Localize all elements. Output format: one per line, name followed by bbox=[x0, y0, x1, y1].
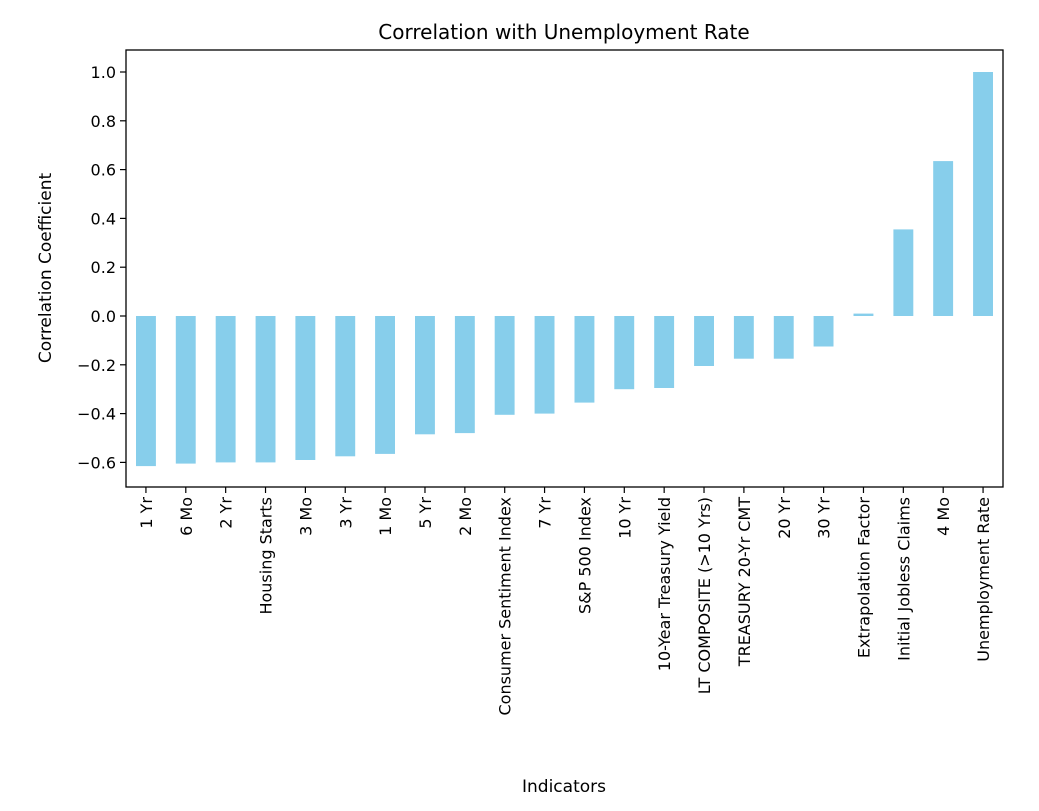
x-tick-label: 6 Mo bbox=[177, 497, 196, 536]
bar bbox=[375, 316, 395, 454]
x-tick-label: LT COMPOSITE (>10 Yrs) bbox=[695, 497, 714, 694]
y-tick-label: 0.4 bbox=[91, 209, 116, 228]
y-tick-label: 1.0 bbox=[91, 63, 116, 82]
chart-title: Correlation with Unemployment Rate bbox=[378, 20, 749, 44]
bar bbox=[295, 316, 316, 460]
bar bbox=[813, 316, 834, 347]
x-tick-label: 3 Mo bbox=[296, 497, 315, 536]
x-tick-label: Extrapolation Factor bbox=[855, 497, 874, 659]
x-tick-label: 4 Mo bbox=[934, 497, 953, 536]
bar bbox=[933, 161, 954, 316]
bar bbox=[853, 313, 874, 316]
bar bbox=[335, 316, 356, 457]
y-tick-label: −0.6 bbox=[77, 453, 116, 472]
bar bbox=[415, 316, 435, 435]
x-tick-label: 10 Yr bbox=[615, 497, 634, 539]
x-tick-label: 7 Yr bbox=[536, 497, 555, 529]
x-tick-label: 30 Yr bbox=[815, 497, 834, 539]
y-tick-label: 0.2 bbox=[91, 258, 116, 277]
y-tick-label: −0.2 bbox=[77, 356, 116, 375]
x-tick-label: 10-Year Treasury Yield bbox=[655, 497, 674, 671]
y-axis-ticks: 1.0 0.8 0.6 0.4 0.2 0.0 −0.2 −0.4 −0.6 bbox=[77, 63, 126, 472]
x-axis-ticks: 1 Yr 6 Mo 2 Yr Housing Starts 3 Mo 3 Yr 1 Mo 5 … bbox=[137, 487, 993, 716]
x-tick-label: 20 Yr bbox=[775, 497, 794, 539]
y-tick-label: −0.4 bbox=[77, 405, 116, 424]
bar bbox=[534, 316, 555, 414]
bar bbox=[973, 72, 993, 316]
x-tick-label: Consumer Sentiment Index bbox=[496, 497, 515, 716]
x-tick-label: 1 Mo bbox=[376, 497, 395, 536]
bar bbox=[773, 316, 794, 359]
bar bbox=[654, 316, 675, 388]
x-tick-label: Unemployment Rate bbox=[974, 497, 993, 662]
bar bbox=[136, 316, 156, 467]
x-tick-label: 1 Yr bbox=[137, 497, 156, 529]
x-tick-label: 3 Yr bbox=[336, 497, 355, 529]
y-axis-label: Correlation Coefficient bbox=[36, 173, 56, 364]
x-tick-label: S&P 500 Index bbox=[575, 497, 594, 614]
bar bbox=[893, 229, 914, 316]
bar bbox=[733, 316, 754, 359]
x-tick-label: 2 Yr bbox=[217, 497, 236, 529]
bar bbox=[454, 316, 475, 434]
bar bbox=[614, 316, 635, 390]
x-tick-label: TREASURY 20-Yr CMT bbox=[735, 497, 754, 667]
bar bbox=[215, 316, 236, 463]
plot-area-frame bbox=[125, 49, 1004, 488]
bar bbox=[694, 316, 714, 366]
bars-group bbox=[136, 72, 993, 467]
y-tick-label: 0.0 bbox=[91, 307, 116, 326]
y-tick-label: 0.6 bbox=[91, 161, 116, 180]
bar bbox=[494, 316, 515, 415]
bar bbox=[574, 316, 595, 403]
x-tick-label: Initial Jobless Claims bbox=[894, 497, 913, 661]
x-tick-label: Housing Starts bbox=[257, 497, 276, 615]
x-tick-label: 2 Mo bbox=[456, 497, 475, 536]
x-tick-label: 5 Yr bbox=[416, 497, 435, 529]
bar bbox=[255, 316, 276, 463]
x-axis-label: Indicators bbox=[522, 777, 606, 797]
bar bbox=[175, 316, 196, 464]
y-tick-label: 0.8 bbox=[91, 112, 116, 131]
